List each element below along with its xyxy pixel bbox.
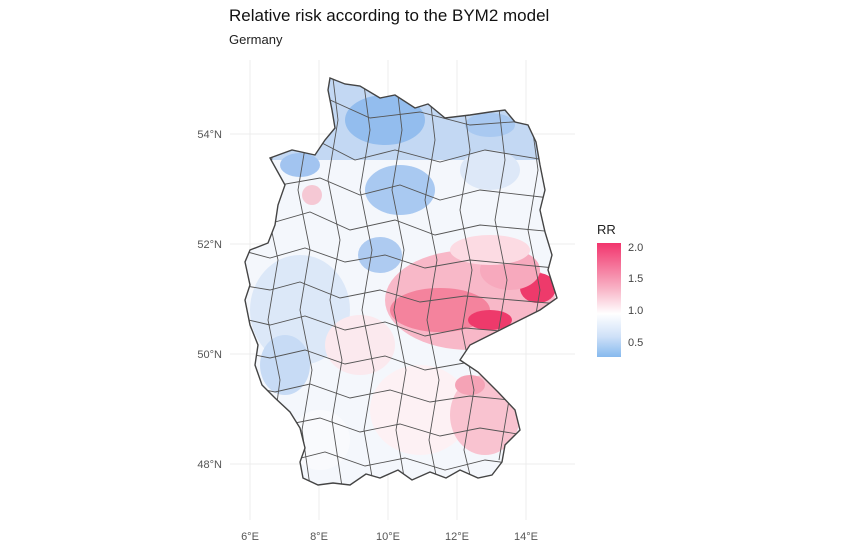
legend-tick-0-5: 0.5 — [628, 337, 644, 349]
lon-label-12: 12°E — [445, 531, 469, 543]
lat-label-54: 54°N — [197, 129, 222, 141]
lon-label-6: 6°E — [241, 531, 259, 543]
map-title: Relative risk according to the BYM2 mode… — [229, 6, 550, 25]
lat-label-52: 52°N — [197, 239, 222, 251]
lat-label-50: 50°N — [197, 349, 222, 361]
lon-label-8: 8°E — [310, 531, 328, 543]
legend-colorbar — [597, 243, 621, 357]
legend-tick-1-0: 1.0 — [628, 305, 644, 317]
map-subtitle: Germany — [229, 32, 283, 47]
legend-tick-1-5: 1.5 — [628, 273, 644, 285]
lon-label-10: 10°E — [376, 531, 400, 543]
lon-label-14: 14°E — [514, 531, 538, 543]
lat-label-48: 48°N — [197, 459, 222, 471]
legend-title: RR — [597, 222, 616, 237]
legend-tick-2-0: 2.0 — [628, 242, 644, 254]
